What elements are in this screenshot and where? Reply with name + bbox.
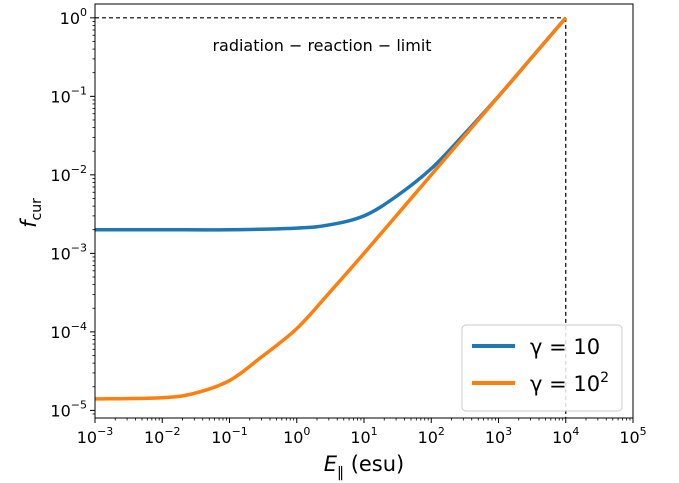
x-tick-label-6: 102 — [418, 425, 445, 447]
y-tick-label-1: 10−5 — [50, 398, 87, 420]
y-tick-label-2: 10−4 — [50, 320, 87, 342]
svg-text:E‖ (esu): E‖ (esu) — [324, 452, 405, 481]
series-line-2 — [94, 16, 568, 401]
y-tick-label-4: 10−2 — [50, 163, 87, 185]
x-tick-label-7: 103 — [485, 425, 512, 447]
x-tick-label-2: 10−2 — [144, 425, 181, 447]
x-tick-label-5: 101 — [350, 425, 377, 447]
legend-label-series-1: γ = 10 — [530, 335, 600, 359]
y-tick-label-5: 10−1 — [50, 84, 87, 106]
plot-area — [94, 16, 568, 418]
x-tick-label-4: 100 — [283, 425, 310, 447]
y-tick-label-3: 10−3 — [50, 241, 87, 263]
x-tick-label-9: 105 — [619, 425, 646, 447]
y-axis-label: fcur — [17, 198, 45, 228]
x-tick-label-8: 104 — [552, 425, 579, 447]
legend: γ = 10 γ = 102 — [461, 324, 623, 412]
axis-ticks: 10−3 10−2 10−1 100 101 102 103 104 105 10−5 10−4 10… — [50, 6, 646, 447]
svg-text:fcur: fcur — [17, 198, 45, 228]
legend-label-series-2: γ = 102 — [530, 370, 609, 396]
x-tick-label-3: 10−1 — [211, 425, 248, 447]
x-tick-label-1: 10−3 — [77, 425, 114, 447]
x-axis-label: E‖ (esu) — [324, 452, 405, 481]
y-tick-label-6: 100 — [60, 6, 87, 28]
annotation-text: radiation − reaction − limit — [212, 36, 431, 55]
